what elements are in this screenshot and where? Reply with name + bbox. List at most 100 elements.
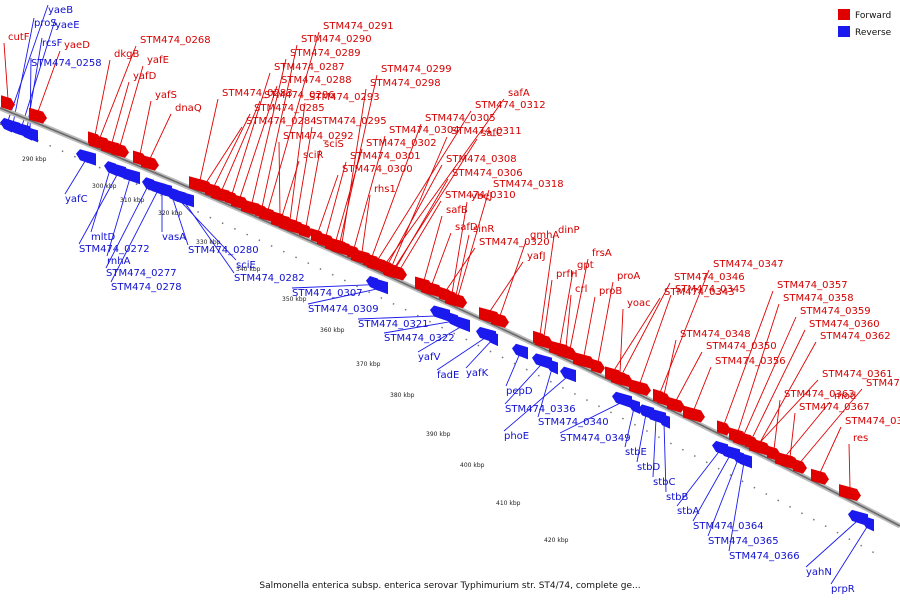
gene-proa-arrow: [591, 358, 605, 374]
leader-line-stm474-0347: [659, 269, 710, 393]
gene-label-stm474-0278: STM474_0278: [111, 282, 182, 293]
leader-line-stm474-0311: [391, 136, 448, 266]
leader-line-frsa: [569, 258, 589, 350]
gene-label-stm474-0290: STM474_0290: [301, 34, 372, 45]
gene-label-stm474-0311: STM474_0311: [451, 126, 522, 137]
gene-stm474-0302-arrow: [325, 236, 347, 254]
leader-line-stm474-0363: [773, 399, 781, 450]
leader-line-stm474-0280: [171, 196, 189, 246]
leader-line-stm474-0295: [295, 126, 313, 223]
gene-label-gmha: gmhA: [530, 230, 559, 241]
gene-label-mod: mod: [834, 391, 856, 402]
gene-label-stm474-0282: STM474_0282: [234, 273, 305, 284]
leader-line-dinp: [539, 235, 555, 335]
leader-line-stm474-0336: [504, 363, 543, 405]
leader-line-stm474-0340: [537, 368, 553, 418]
gene-label-pros: proS: [34, 18, 57, 29]
gene-label-sinr: sinR: [473, 224, 494, 235]
leader-line-stm474-0321: [357, 315, 441, 320]
leader-line-stm474-0293: [289, 102, 306, 220]
gene-label-stm474-0362: STM474_0362: [820, 331, 891, 342]
gene-yafj-arrow: [479, 307, 501, 325]
gene-stm474-0357-arrow: [717, 420, 731, 436]
leader-line-safa: [385, 98, 505, 264]
leader-line-safb: [423, 215, 443, 281]
gene-label-stm474-0312: STM474_0312: [475, 100, 546, 111]
gene-stbb-arrow: [658, 414, 670, 429]
gene-label-frsa: frsA: [592, 248, 612, 259]
gene-label-rcsf: rcsF: [42, 38, 63, 49]
leader-line-stm474-0288: [239, 85, 278, 198]
gene-label-stm474-0364: STM474_0364: [693, 521, 764, 532]
leader-line-yaee: [19, 19, 56, 133]
gene-label-cutf: cutF: [8, 32, 30, 43]
gene-features: [0, 95, 874, 532]
leader-line-stm474-0365: [707, 459, 739, 537]
gene-label-stm474-0283: STM474_0283: [222, 88, 293, 99]
gene-label-stm474-0258: STM474_0258: [31, 58, 102, 69]
leader-line-stm474-0322: [383, 320, 453, 334]
gene-label-stm474-0285: STM474_0285: [254, 103, 325, 114]
gene-label-pepd: pepD: [506, 386, 533, 397]
leader-line-stm474-0292: [278, 141, 281, 216]
leader-line-gmha: [499, 240, 527, 317]
gene-stm474-0258-arrow: [22, 126, 38, 143]
legend-forward-swatch: [838, 9, 850, 20]
gene-label-dnaq: dnaQ: [175, 103, 202, 114]
leader-line-stm474-0312: [377, 110, 472, 260]
gene-crl-arrow: [557, 343, 575, 360]
leader-line-stm474-0357: [723, 290, 774, 425]
gene-safd-arrow: [421, 280, 443, 297]
gene-label-stm474-0370: STM474_0370: [845, 416, 900, 427]
gene-yafk-arrow: [486, 331, 498, 347]
gene-label-stm474-0360: STM474_0360: [809, 319, 880, 330]
gene-label-scis: sciS: [324, 139, 344, 150]
gene-dnaq-arrow: [141, 154, 159, 171]
tick-label-340-kbp: 340 kbp: [236, 266, 261, 273]
leader-line-safd: [431, 232, 452, 285]
gene-label-proa: proA: [617, 271, 640, 282]
gene-label-stm474-0347: STM474_0347: [713, 259, 784, 270]
gene-label-stm474-0345: STM474_0345: [675, 284, 746, 295]
gene-label-stba: stbA: [677, 506, 699, 517]
legend-forward-label: Forward: [855, 11, 891, 21]
gene-label-stbe: stbE: [625, 447, 647, 458]
gene-yafd-arrow: [101, 138, 123, 156]
gene-label-scie: sciE: [236, 260, 256, 271]
gene-yaed-arrow: [29, 107, 47, 124]
gene-label-yafd: yafD: [133, 71, 157, 82]
leader-lines: [3, 4, 869, 585]
leader-line-pros: [11, 17, 35, 130]
gene-label-fade: fadE: [437, 370, 459, 381]
leader-line-stm474-0285: [213, 113, 251, 187]
leader-line-stm474-0362: [759, 341, 817, 443]
tick-label-310-kbp: 310 kbp: [120, 197, 145, 204]
leader-line-stm474-0361: [759, 379, 819, 443]
scale-dots: [0, 123, 881, 557]
gene-label-stm474-0272: STM474_0272: [79, 244, 150, 255]
leader-line-stm474-0302: [335, 148, 363, 241]
gene-label-yafs: yafS: [155, 90, 177, 101]
gene-label-stm474-0284: STM474_0284: [246, 116, 317, 127]
gene-label-stm474-0288: STM474_0288: [281, 75, 352, 86]
gene-label-crl: crl: [575, 284, 587, 295]
leader-line-stm474-0304: [353, 135, 386, 249]
gene-label-stm474-0310: STM474_0310: [445, 190, 516, 201]
gene-label-yaee: yaeE: [55, 20, 80, 31]
gene-stm474-0277-arrow: [142, 177, 154, 192]
leader-line-stm474-0310: [399, 200, 442, 270]
leader-line-stm474-0348: [663, 339, 677, 395]
leader-line-scir: [281, 160, 300, 217]
gene-scir-arrow: [271, 212, 293, 230]
gene-label-scir: sciR: [303, 150, 323, 161]
gene-label-stm474-0306: STM474_0306: [452, 168, 523, 179]
leader-line-prfh: [543, 279, 553, 337]
gene-label-stm474-0346: STM474_0346: [674, 272, 745, 283]
gene-label-yafj: yafJ: [527, 251, 546, 262]
gene-label-stm474-0291: STM474_0291: [323, 21, 394, 32]
gene-label-safd: safD: [455, 222, 478, 233]
leader-line-stm474-0349: [559, 401, 623, 434]
gene-rnha-arrow: [120, 167, 140, 185]
gene-label-mltd: mltD: [91, 232, 115, 243]
gene-label-stm474-0363: STM474_0363: [784, 389, 855, 400]
